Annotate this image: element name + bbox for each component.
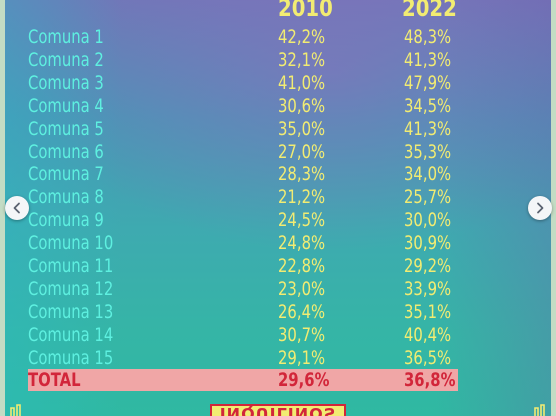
table-row: Comuna 10 24,8% 30,9% (28, 232, 458, 254)
chevron-right-icon (537, 202, 544, 214)
decor-mark-icon (534, 404, 545, 416)
table-row: Comuna 4 30,6% 34,5% (28, 95, 458, 117)
table-row: Comuna 2 32,1% 41,3% (28, 49, 458, 71)
comuna-name: Comuna 15 (28, 346, 114, 369)
value-2022: 48,3% (404, 26, 452, 48)
value-2010: 29,1% (278, 346, 326, 369)
value-2010: 30,6% (278, 94, 326, 117)
value-2010: 28,3% (278, 163, 326, 186)
value-2010: 26,4% (278, 300, 326, 323)
value-2010: 41,0% (278, 71, 326, 94)
value-2010: 24,8% (278, 232, 326, 255)
table-row: Comuna 15 29,1% 36,5% (28, 347, 458, 369)
left-border-strip (0, 0, 5, 416)
table-row: Comuna 1 42,2% 48,3% (28, 26, 458, 48)
value-2010: 32,1% (278, 48, 326, 71)
comuna-name: Comuna 9 (28, 209, 104, 232)
comuna-name: Comuna 10 (28, 232, 114, 255)
value-2022: 33,9% (404, 277, 452, 300)
value-2022: 34,0% (404, 163, 452, 186)
table-row: Comuna 5 35,0% 41,3% (28, 118, 458, 140)
value-2010: 23,0% (278, 277, 326, 300)
table-row: Comuna 8 21,2% 25,7% (28, 186, 458, 208)
table-row: Comuna 6 27,0% 35,3% (28, 141, 458, 163)
value-2010: 30,7% (278, 323, 326, 346)
value-2022: 30,9% (404, 232, 452, 255)
value-2010: 22,8% (278, 255, 326, 277)
next-slide-button[interactable] (528, 196, 552, 220)
year-header-2010: 2010 (278, 0, 333, 22)
table-row: Comuna 9 24,5% 30,0% (28, 209, 458, 231)
value-2022: 35,3% (404, 140, 452, 163)
value-2022: 35,1% (404, 300, 452, 323)
value-2022: 29,2% (404, 255, 452, 277)
comuna-name: Comuna 14 (28, 323, 114, 346)
right-border-strip (551, 0, 556, 416)
value-2010: 42,2% (278, 26, 326, 48)
comuna-name: Comuna 4 (28, 94, 104, 117)
value-2010: 27,0% (278, 140, 326, 163)
table-row: Comuna 13 26,4% 35,1% (28, 301, 458, 323)
value-2010: 21,2% (278, 186, 326, 209)
value-2022: 41,3% (404, 48, 452, 71)
value-2022: 36,5% (404, 346, 452, 369)
table-row: Comuna 14 30,7% 40,4% (28, 324, 458, 346)
comuna-name: Comuna 12 (28, 277, 114, 300)
comuna-name: Comuna 6 (28, 140, 104, 163)
value-2022: 41,3% (404, 117, 452, 140)
value-2022: 34,5% (404, 94, 452, 117)
decor-mark-icon (10, 404, 21, 416)
value-2010: 24,5% (278, 209, 326, 232)
total-value-2022: 36,8% (404, 369, 456, 391)
year-header-2022: 2022 (402, 0, 457, 22)
value-2010: 35,0% (278, 117, 326, 140)
table-row: Comuna 7 28,3% 34,0% (28, 163, 458, 185)
table-row: Comuna 11 22,8% 29,2% (28, 255, 458, 277)
bottom-label-box: INQUILINOS (210, 404, 346, 416)
total-row: TOTAL 29,6% 36,8% (28, 369, 458, 391)
previous-slide-button[interactable] (5, 196, 29, 220)
comuna-name: Comuna 1 (28, 26, 104, 48)
value-2022: 47,9% (404, 71, 452, 94)
comuna-name: Comuna 13 (28, 300, 114, 323)
table-row: Comuna 12 23,0% 33,9% (28, 278, 458, 300)
comuna-name: Comuna 2 (28, 48, 104, 71)
comuna-name: Comuna 3 (28, 71, 104, 94)
comuna-name: Comuna 7 (28, 163, 104, 186)
comuna-name: Comuna 11 (28, 255, 114, 277)
bottom-label: INQUILINOS (219, 404, 337, 416)
value-2022: 40,4% (404, 323, 452, 346)
table-row: Comuna 3 41,0% 47,9% (28, 72, 458, 94)
comuna-name: Comuna 5 (28, 117, 104, 140)
chevron-left-icon (13, 202, 20, 214)
comuna-name: Comuna 8 (28, 186, 104, 209)
total-label: TOTAL (28, 369, 81, 391)
value-2022: 25,7% (404, 186, 452, 209)
value-2022: 30,0% (404, 209, 452, 232)
total-value-2010: 29,6% (278, 369, 330, 391)
